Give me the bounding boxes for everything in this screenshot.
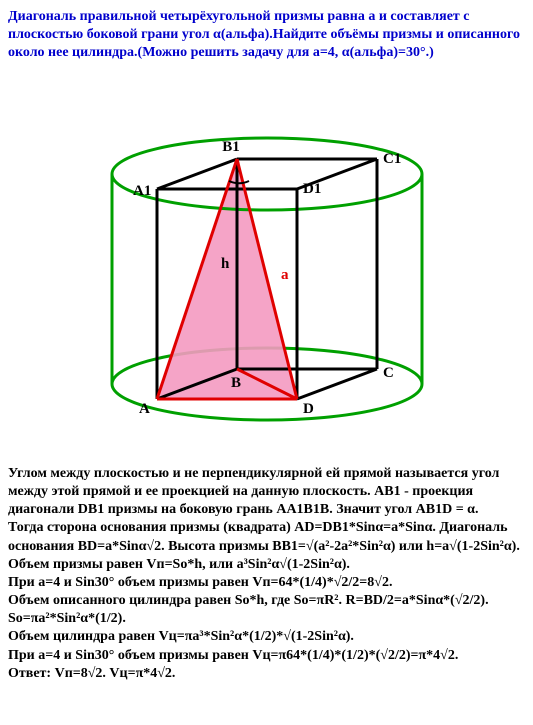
svg-text:A1: A1 <box>133 183 151 199</box>
svg-text:C1: C1 <box>383 151 401 167</box>
svg-text:B: B <box>231 375 241 391</box>
svg-text:h: h <box>221 256 230 272</box>
svg-text:B1: B1 <box>222 139 240 155</box>
geometry-diagram: A B C D A1 B1 C1 D1 h a <box>37 69 497 449</box>
svg-text:D1: D1 <box>303 181 321 197</box>
svg-text:C: C <box>383 365 394 381</box>
diagram-container: A B C D A1 B1 C1 D1 h a <box>8 69 525 455</box>
svg-text:A: A <box>139 401 150 417</box>
svg-text:D: D <box>303 401 314 417</box>
solution-text: Углом между плоскостью и не перпендикуля… <box>8 465 525 683</box>
problem-statement: Диагональ правильной четырёхугольной при… <box>8 8 525 63</box>
svg-text:a: a <box>281 267 289 283</box>
